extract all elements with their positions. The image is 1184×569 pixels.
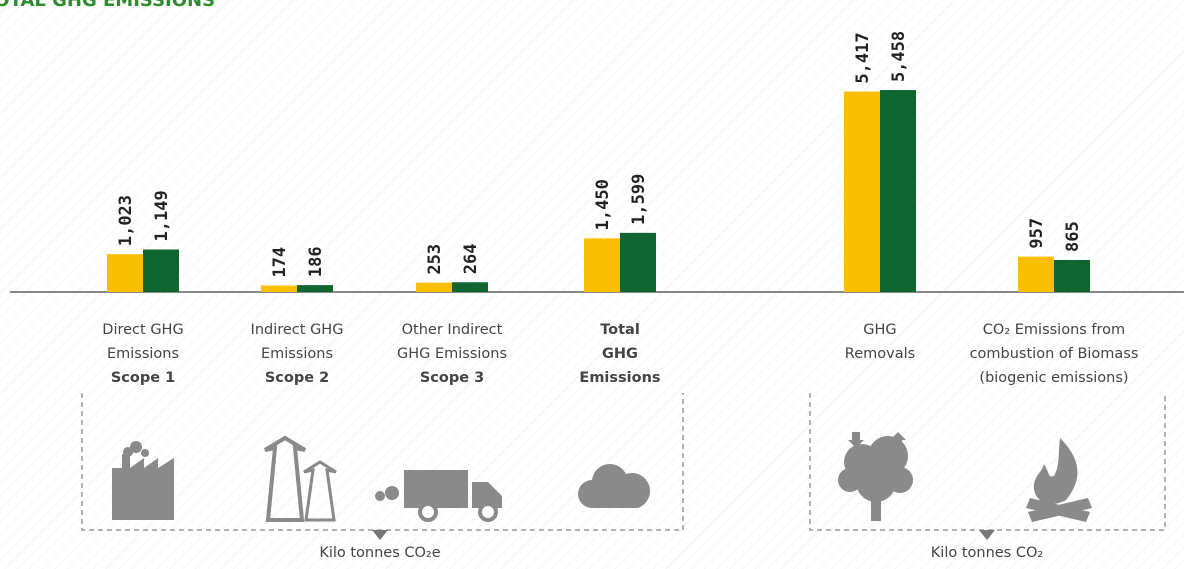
x-tick-label: Other Indirect — [402, 322, 503, 338]
x-tick-label: Removals — [845, 346, 915, 362]
bar — [143, 249, 179, 292]
x-tick-label: CO₂ Emissions from — [983, 322, 1125, 338]
value-label: 253 — [425, 244, 445, 275]
chart-title: TOTAL GHG EMISSIONS — [0, 0, 215, 11]
group-boxes — [81, 393, 1166, 531]
x-tick-label: Scope 1 — [111, 370, 175, 386]
bar — [584, 238, 620, 292]
bar — [261, 285, 297, 292]
value-label: 186 — [306, 246, 326, 277]
icons — [112, 432, 1092, 522]
x-tick-label: (biogenic emissions) — [979, 370, 1128, 386]
bar — [880, 90, 916, 292]
unit-label: Kilo tonnes CO₂e — [319, 545, 440, 561]
x-tick-label: combustion of Biomass — [970, 346, 1139, 362]
x-tick-label: Emissions — [261, 346, 333, 362]
value-label: 174 — [270, 247, 290, 278]
x-tick-label: Indirect GHG — [251, 322, 344, 338]
x-tick-label: GHG — [602, 346, 638, 362]
bar — [107, 254, 143, 292]
value-label: 865 — [1063, 221, 1083, 252]
x-tick-label: Scope 3 — [420, 370, 484, 386]
value-label: 1,599 — [629, 174, 649, 225]
bar — [452, 282, 488, 292]
x-tick-label: GHG — [863, 322, 896, 338]
x-tick-label: Emissions — [107, 346, 179, 362]
x-tick-label: Direct GHG — [102, 322, 183, 338]
bar — [844, 91, 880, 292]
bar — [416, 282, 452, 292]
value-label: 1,149 — [152, 190, 172, 241]
bar — [297, 285, 333, 292]
bar — [1054, 259, 1090, 292]
x-tick-label: Scope 2 — [265, 370, 329, 386]
value-label: 5,417 — [853, 32, 873, 83]
value-label: 264 — [461, 244, 481, 275]
value-label: 957 — [1027, 218, 1047, 249]
bar — [1018, 256, 1054, 292]
value-label: 1,023 — [116, 195, 136, 246]
bar — [620, 232, 656, 292]
unit-label: Kilo tonnes CO₂ — [931, 545, 1043, 561]
x-tick-label: Emissions — [579, 370, 660, 386]
value-label: 5,458 — [889, 31, 909, 82]
x-tick-label: GHG Emissions — [397, 346, 507, 362]
value-label: 1,450 — [593, 179, 613, 230]
x-tick-label: Total — [600, 322, 640, 338]
